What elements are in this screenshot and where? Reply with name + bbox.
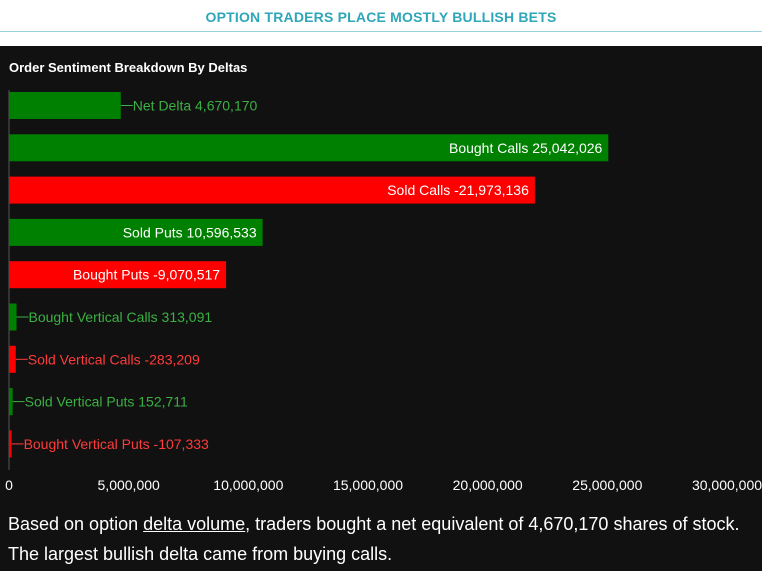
bar-3 (9, 218, 263, 246)
chart-title: Order Sentiment Breakdown By Deltas (9, 60, 248, 75)
x-tick-label-3: 15,000,000 (333, 477, 403, 493)
data-label-4: Bought Puts -9,070,517 (73, 267, 220, 283)
x-tick-label-6: 30,000,000 (692, 477, 762, 493)
header: OPTION TRADERS PLACE MOSTLY BULLISH BETS (0, 0, 762, 46)
caption-text-start: Based on option (8, 514, 144, 534)
header-divider (0, 31, 762, 32)
caption-text-end: , traders bought a net equivalent of 4,6… (8, 514, 740, 564)
bar-5 (9, 303, 17, 331)
x-tick-label-0: 0 (5, 477, 13, 493)
data-label-5: Bought Vertical Calls 313,091 (28, 309, 212, 325)
data-label-3: Sold Puts 10,596,533 (123, 224, 257, 240)
data-label-0: Net Delta 4,670,170 (133, 98, 258, 114)
delta-volume-link[interactable]: delta volume (143, 514, 246, 534)
data-label-2: Sold Calls -21,973,136 (387, 182, 529, 198)
bar-6 (9, 345, 16, 373)
data-label-7: Sold Vertical Puts 152,711 (25, 394, 188, 410)
x-tick-label-1: 5,000,000 (98, 477, 160, 493)
caption: Based on option delta volume, traders bo… (8, 509, 756, 569)
bar-1 (9, 134, 609, 162)
bar-2 (9, 176, 535, 204)
page-title: OPTION TRADERS PLACE MOSTLY BULLISH BETS (205, 9, 557, 25)
bar-chart: Net Delta 4,670,170 Bought Calls 25,042,0… (5, 90, 762, 493)
bar-0 (9, 92, 121, 119)
x-tick-label-2: 10,000,000 (213, 477, 283, 493)
x-tick-label-5: 25,000,000 (572, 477, 642, 493)
data-label-8: Bought Vertical Puts -107,333 (24, 436, 209, 452)
data-label-1: Bought Calls 25,042,026 (449, 140, 603, 156)
bar-7 (9, 388, 13, 416)
bar-8 (9, 430, 12, 458)
data-label-6: Sold Vertical Calls -283,209 (28, 351, 200, 367)
x-tick-label-4: 20,000,000 (453, 477, 523, 493)
bar-4 (9, 261, 227, 289)
